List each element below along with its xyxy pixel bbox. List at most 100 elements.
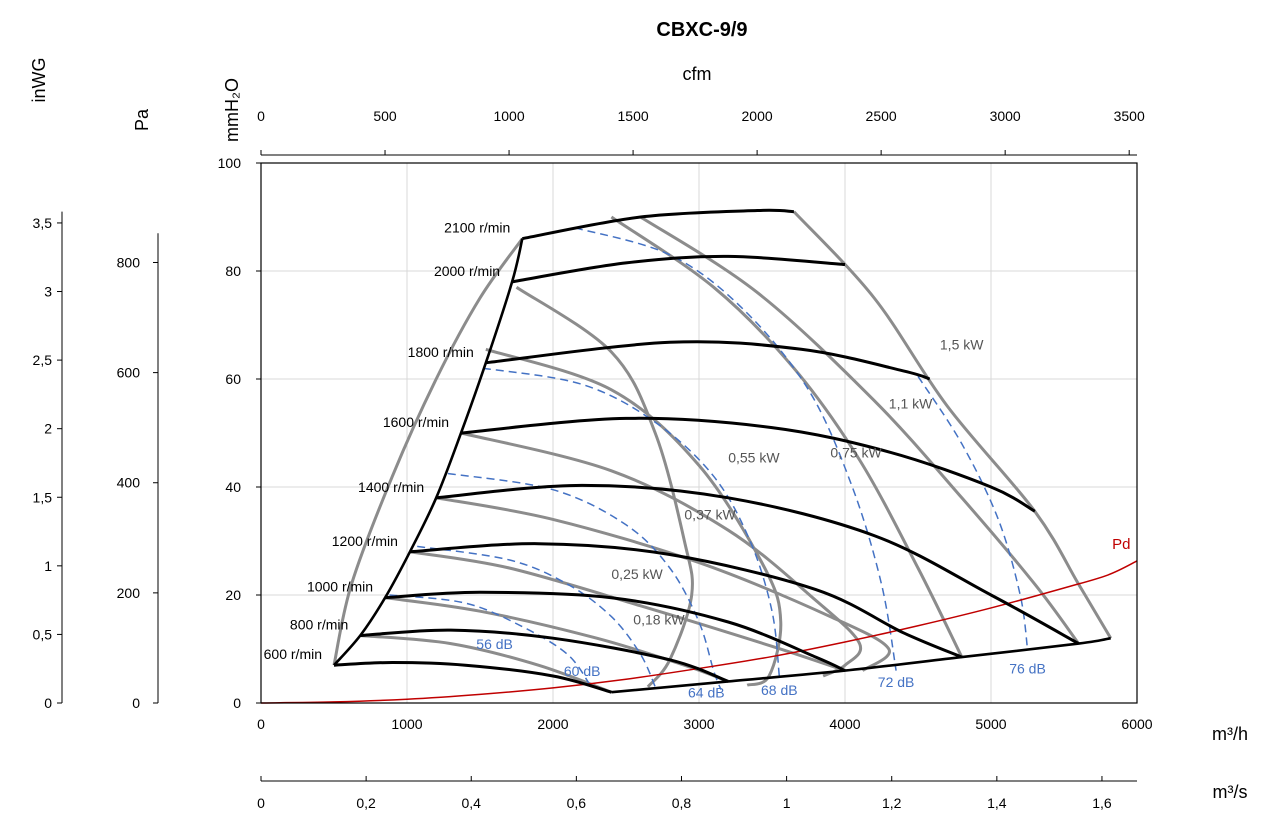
m3s-tick-label: 1 [783,795,791,811]
pa-tick-label: 400 [117,475,141,491]
noise-curve [482,367,781,677]
noise-curve-label: 64 dB [688,685,725,701]
pd-curve-label: Pd [1112,536,1130,553]
power-curve-label: 0,37 kW [684,506,736,522]
m3s-tick-label: 1,2 [882,795,902,811]
cfm-tick-label: 3000 [990,108,1021,124]
speed-curve [511,254,846,284]
inwg-tick-label: 2 [44,421,52,437]
speed-curve [333,660,612,694]
speed-curve [385,590,846,672]
y-tick-label: 60 [225,371,241,387]
cfm-tick-label: 2000 [742,108,773,124]
m3s-tick-label: 0 [257,795,265,811]
power-curve-label: 1,1 kW [889,396,933,412]
noise-curve [417,545,656,688]
x-tick-label: 2000 [537,716,568,732]
power-curve [460,431,863,678]
m3s-tick-label: 0,2 [356,795,376,811]
m3s-tick-label: 0,4 [462,795,482,811]
m3s-tick-label: 1,4 [987,795,1007,811]
inwg-tick-label: 3,5 [33,215,53,231]
power-curve [360,634,612,694]
noise-curve-label: 56 dB [476,636,513,652]
bottom-envelope [611,636,1111,694]
y-tick-label: 40 [225,479,241,495]
noise-curve-label: 76 dB [1009,660,1046,676]
power-curve [610,215,964,658]
x-tick-label: 1000 [391,716,422,732]
speed-curve [522,208,794,241]
inwg-tick-label: 1 [44,558,52,574]
speed-curve [485,340,931,381]
power-curve [435,496,891,672]
noise-curve-label: 60 dB [564,663,601,679]
speed-curve-label: 1400 r/min [358,479,424,495]
x-tick-label: 5000 [975,716,1006,732]
x-tick-label: 0 [257,716,265,732]
power-curve-label: 0,25 kW [611,566,663,582]
cfm-tick-label: 1000 [493,108,524,124]
y-tick-label: 20 [225,587,241,603]
power-curve-label: 0,75 kW [830,444,882,460]
mmh2o-axis-unit: mmH₂O [222,78,242,142]
cfm-tick-label: 3500 [1114,108,1145,124]
pd-curve [260,560,1138,704]
m3s-tick-label: 0,8 [672,795,692,811]
noise-curve-label: 72 dB [878,674,915,690]
pa-tick-label: 200 [117,585,141,601]
speed-curve [460,416,1036,513]
power-curve [485,347,783,687]
speed-curve-label: 1800 r/min [408,344,474,360]
plot-frame [260,162,1138,704]
cfm-tick-label: 0 [257,108,265,124]
inwg-axis-unit: inWG [29,58,49,103]
speed-curve-label: 2000 r/min [434,263,500,279]
cfm-tick-label: 1500 [618,108,649,124]
noise-curve-label: 68 dB [761,682,798,698]
power-curve [639,215,1080,645]
speed-curve-label: 600 r/min [264,646,322,662]
noise-curve [917,375,1029,650]
inwg-tick-label: 2,5 [33,352,53,368]
power-curve-label: 0,55 kW [728,450,780,466]
top-axis-unit: cfm [683,64,712,84]
speed-curve-label: 1600 r/min [383,414,449,430]
power-curve-label: 1,5 kW [940,336,984,352]
inwg-tick-label: 1,5 [33,489,53,505]
x-tick-label: 4000 [829,716,860,732]
pa-tick-label: 0 [132,695,140,711]
m3s-tick-label: 1,6 [1092,795,1112,811]
inwg-tick-label: 0 [44,695,52,711]
power-curve [409,550,846,673]
inwg-tick-label: 0,5 [33,626,53,642]
power-curve-label: 0,18 kW [633,612,685,628]
speed-curve-label: 800 r/min [290,617,348,633]
speed-curve [436,483,1080,645]
speed-curve-label: 1200 r/min [332,533,398,549]
outer-envelope [333,238,524,667]
x-tick-label: 3000 [683,716,714,732]
pa-tick-label: 600 [117,365,141,381]
secondary-axis-unit: m³/s [1213,782,1248,802]
curve-labels: 600 r/min 800 r/min 1000 r/min 1200 r/min 14… [264,220,1131,701]
curves [260,208,1138,704]
y-tick-label: 100 [218,155,242,171]
noise-curve [574,227,897,671]
speed-curve-label: 1000 r/min [307,579,373,595]
x-tick-label: 6000 [1121,716,1152,732]
bottom-axis-unit: m³/h [1212,724,1248,744]
speed-curve [409,542,963,659]
y-tick-label: 0 [233,695,241,711]
cfm-tick-label: 500 [373,108,397,124]
pa-tick-label: 800 [117,254,141,270]
cfm-tick-label: 2500 [866,108,897,124]
speed-curve-label: 2100 r/min [444,220,510,236]
inwg-tick-label: 3 [44,284,52,300]
m3s-tick-label: 0,6 [567,795,587,811]
chart-title: CBXC-9/9 [656,19,747,41]
y-tick-label: 80 [225,263,241,279]
speed-curve [360,628,729,683]
